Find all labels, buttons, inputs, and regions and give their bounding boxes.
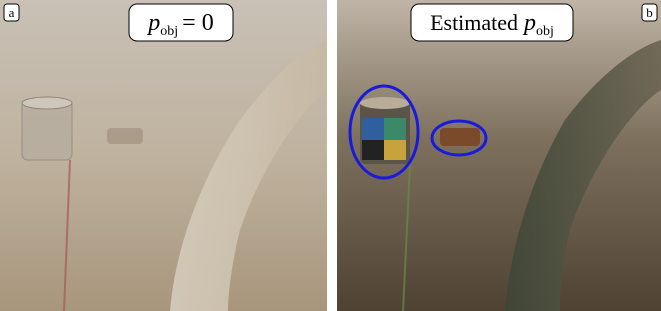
symbol: p: [522, 10, 536, 36]
photo-a: [0, 0, 327, 311]
prefix: Estimated: [430, 10, 518, 35]
symbol: p: [146, 10, 160, 36]
page: a b pobj= 0 Estimatedpobj (() => { const…: [0, 0, 661, 311]
photo-b: [337, 0, 661, 311]
figure: a b pobj= 0 Estimatedpobj: [0, 0, 661, 311]
title-box: [129, 4, 233, 41]
panel-label: b: [646, 5, 653, 20]
panel-label: a: [9, 5, 15, 20]
suffix: = 0: [182, 10, 214, 36]
subscript: obj: [160, 24, 178, 39]
subscript: obj: [536, 24, 554, 39]
